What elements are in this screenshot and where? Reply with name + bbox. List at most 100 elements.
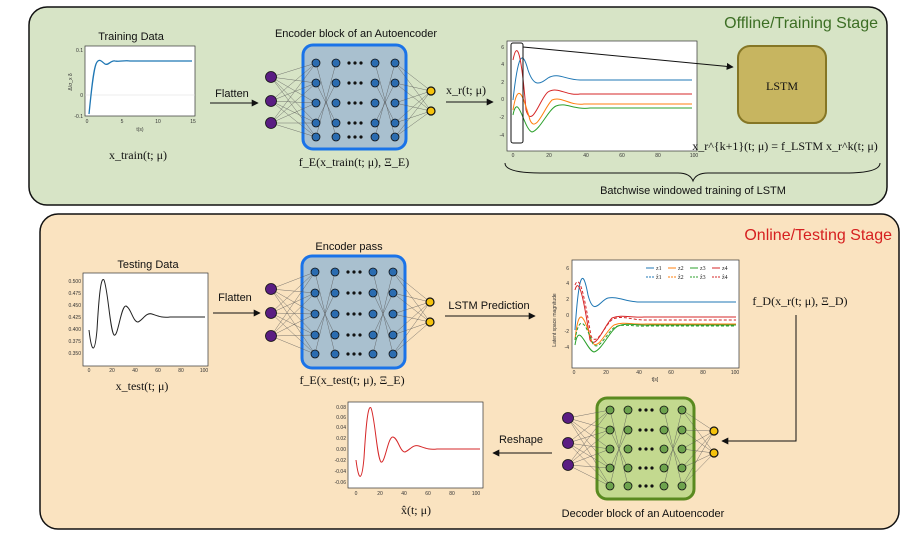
test-ytick-1: 0.500	[68, 279, 81, 285]
latent-ytick-4: 0	[501, 97, 504, 103]
recon-ytick-8: -0.06	[335, 480, 347, 486]
decoder-network	[567, 409, 715, 487]
latent-plot-frame	[506, 40, 698, 152]
input-nodes-offline	[265, 71, 277, 129]
latent-xtick-6: 100	[690, 153, 699, 159]
latent-xtick-5: 80	[655, 153, 661, 159]
flatten-label-offline: Flatten	[215, 88, 249, 100]
decoder-output-nodes	[562, 412, 574, 471]
encoder-nodes-online	[310, 267, 398, 359]
training-data-label: Training Data	[98, 31, 165, 43]
pred-ytick-1: 6	[566, 266, 569, 272]
decoder-input-nodes	[709, 426, 719, 458]
pred-curve-orange	[574, 316, 736, 345]
test-xtick-6: 100	[200, 368, 209, 374]
testing-plot-frame	[82, 272, 209, 367]
online-title: Online/Testing Stage	[744, 227, 892, 244]
recon-xtick-5: 80	[449, 491, 455, 497]
latent-xtick-3: 40	[583, 153, 589, 159]
pred-xtick-5: 80	[700, 370, 706, 376]
decoder-connector	[721, 315, 797, 445]
lstm-block	[737, 45, 827, 124]
lstm-prediction-label: LSTM Prediction	[448, 300, 529, 312]
recon-xtick-1: 0	[355, 491, 358, 497]
encoder-formula-online: f_E(x_test(t; μ), Ξ_E)	[299, 373, 404, 387]
encoder-block-offline	[301, 43, 408, 151]
pred-ylabel: Latent space magnitude	[552, 293, 558, 347]
train-ytick-3: -0.1	[74, 114, 83, 120]
latent-curve-blue	[512, 57, 692, 101]
legend-z2: z2	[678, 266, 684, 272]
pred-ytick-6: -4	[565, 345, 570, 351]
pred-curve-blue	[574, 277, 736, 331]
latent-formula: x_r(t; μ)	[446, 83, 486, 97]
test-ytick-5: 0.400	[68, 327, 81, 333]
recon-ytick-3: 0.04	[336, 425, 346, 431]
test-ytick-4: 0.425	[68, 315, 81, 321]
recon-xtick-4: 60	[425, 491, 431, 497]
test-ytick-3: 0.450	[68, 303, 81, 309]
testing-curve	[88, 279, 205, 349]
legend-zhat4: ẑ4	[722, 275, 728, 281]
latent-ytick-5: -2	[500, 115, 505, 121]
training-plot-frame	[84, 45, 196, 117]
lstm-formula: x_r^{k+1}(t; μ) = f_LSTM x_r^k(t; μ)	[692, 139, 878, 153]
legend-z1: z1	[656, 266, 662, 272]
recon-ytick-7: -0.04	[335, 469, 347, 475]
input-nodes-online	[265, 283, 277, 342]
train-xtick-4: 15	[190, 119, 196, 125]
recon-xtick-6: 100	[472, 491, 481, 497]
train-xtick-2: 5	[121, 119, 124, 125]
legend-zhat2: ẑ2	[678, 275, 684, 281]
encoder-formula-offline: f_E(x_train(t; μ), Ξ_E)	[299, 155, 409, 169]
recon-formula: x̂(t; μ)	[401, 503, 431, 517]
recon-xtick-2: 20	[377, 491, 383, 497]
train-ytick-2: 0	[80, 93, 83, 99]
test-ytick-6: 0.375	[68, 339, 81, 345]
pred-legend: z1 z2 z3 z4 ẑ1 ẑ2 ẑ3 ẑ4	[646, 266, 728, 281]
recon-ytick-1: 0.08	[336, 405, 346, 411]
encoder-title-online: Encoder pass	[315, 241, 383, 253]
pred-curve-dashed-1	[574, 281, 736, 340]
test-ytick-7: 0.350	[68, 351, 81, 357]
latent-ytick-6: -4	[500, 133, 505, 139]
batch-brace	[504, 162, 881, 183]
recon-xtick-3: 40	[401, 491, 407, 497]
recon-ytick-4: 0.02	[336, 436, 346, 442]
latent-ytick-1: 6	[501, 45, 504, 51]
pred-curve-dashed-2	[574, 322, 736, 347]
decoder-ellipsis-dots	[638, 408, 654, 488]
latent-curve-red	[512, 50, 692, 117]
ellipsis-dots-online	[346, 270, 362, 356]
legend-zhat1: ẑ1	[656, 275, 662, 281]
test-xtick-2: 20	[109, 368, 115, 374]
test-xtick-1: 0	[88, 368, 91, 374]
pred-xtick-1: 0	[573, 370, 576, 376]
decoder-formula: f_D(x_r(t; μ), Ξ_D)	[752, 294, 847, 308]
train-xtick-3: 10	[155, 119, 161, 125]
pred-xtick-2: 20	[603, 370, 609, 376]
latent-curve-orange	[512, 93, 692, 125]
encoder-nodes-offline	[311, 58, 400, 142]
train-xtick-1: 0	[86, 119, 89, 125]
pred-ytick-4: 0	[566, 313, 569, 319]
training-curve	[88, 59, 192, 115]
encoder-block-online	[300, 254, 407, 370]
pred-xlabel: t[s]	[652, 377, 659, 383]
train-ylabel: Δ/σ_x δ	[68, 73, 74, 90]
test-xtick-5: 80	[178, 368, 184, 374]
ellipsis-dots-offline	[347, 61, 363, 139]
output-nodes-offline	[426, 86, 436, 116]
latent-curve-green	[512, 104, 692, 133]
prediction-plot-frame	[571, 259, 740, 369]
encoder-title-offline: Encoder block of an Autoencoder	[275, 28, 437, 40]
decoder-title: Decoder block of an Autoencoder	[562, 508, 725, 520]
recon-curve	[355, 407, 480, 477]
batch-label: Batchwise windowed training of LSTM	[600, 185, 786, 197]
latent-ytick-2: 4	[501, 62, 504, 68]
pred-ytick-3: 2	[566, 297, 569, 303]
recon-ytick-5: 0.00	[336, 447, 346, 453]
training-formula: x_train(t; μ)	[109, 148, 167, 162]
legend-z4: z4	[722, 266, 728, 272]
